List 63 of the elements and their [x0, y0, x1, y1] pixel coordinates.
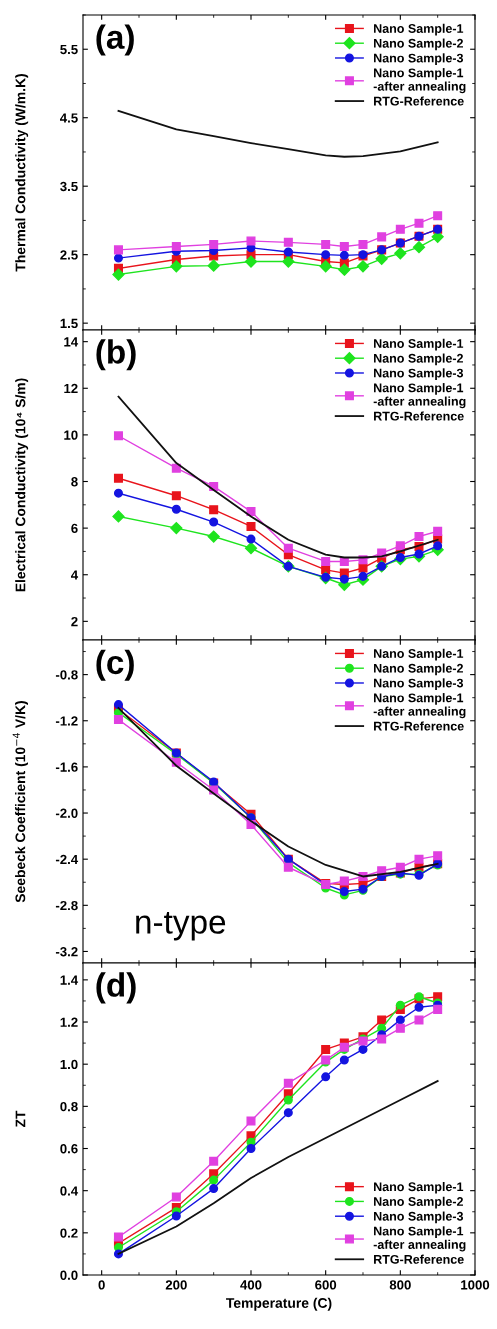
y-tick-label: 4.5: [60, 113, 78, 123]
legend-label: Nano Sample-2: [374, 663, 463, 676]
y-tick-label: 0.8: [60, 1101, 78, 1112]
legend-label: Nano Sample-3: [374, 678, 464, 690]
y-tick-label: 12: [64, 383, 78, 394]
legend-label: Nano Sample-1: [374, 648, 464, 661]
x-tick-label: 800: [389, 1280, 411, 1290]
y-tick-label: 4: [71, 570, 79, 580]
annotation: (a): [96, 24, 134, 56]
y-tick-label: 1.2: [60, 1017, 78, 1027]
annotation: (b): [96, 339, 136, 371]
y-tick-label: 3.5: [60, 181, 78, 192]
annotation: (c): [96, 649, 134, 681]
legend-label: RTG-Reference: [374, 411, 464, 421]
x-tick-label: 400: [240, 1280, 262, 1290]
y-tick-label: 0.4: [60, 1186, 79, 1196]
y-tick-label: 1.5: [60, 318, 78, 329]
y-tick-label: 0.2: [60, 1228, 78, 1238]
legend-label: Nano Sample-2: [374, 353, 463, 366]
y-tick-label: -2.8: [55, 900, 78, 911]
y-tick-label: 10: [64, 430, 78, 440]
x-tick-label: 200: [165, 1280, 187, 1290]
y-tick-label: 14: [64, 337, 79, 347]
y-axis-title: Seebeck Coefficient (10$^{−4}$ V/K): [12, 701, 28, 903]
legend-label: Nano Sample-3: [374, 53, 464, 65]
legend-label: Nano Sample-1 -after annealing: [373, 1226, 466, 1252]
legend-label: Nano Sample-3: [374, 1211, 464, 1224]
y-tick-label: -3.2: [55, 947, 78, 957]
legend-label: Nano Sample-2: [374, 38, 463, 51]
legend-label: RTG-Reference: [374, 1254, 464, 1264]
y-axis-title: Electrical Conductivity (10⁴ S/m): [15, 378, 29, 592]
legend-label: Nano Sample-1 -after annealing: [373, 68, 466, 94]
x-tick-label: 1000: [461, 1280, 490, 1290]
y-axis-title: Thermal Conductivity (W/m.K): [15, 74, 29, 272]
x-axis-title: Temperature (C): [226, 1297, 332, 1311]
y-tick-label: -0.8: [55, 670, 78, 680]
annotation: (d): [96, 972, 136, 1004]
y-tick-label: -1.2: [55, 716, 78, 726]
y-tick-label: 5.5: [60, 44, 78, 55]
annotation: n-type: [136, 911, 226, 941]
y-tick-label: -2.4: [55, 854, 79, 864]
legend-label: Nano Sample-1 -after annealing: [373, 693, 466, 719]
y-tick-label: -2.0: [55, 808, 78, 818]
y-tick-label: 1.4: [60, 975, 79, 985]
legend-label: Nano Sample-1 -after annealing: [373, 383, 466, 409]
y-tick-label: 0.0: [60, 1270, 78, 1280]
y-tick-label: 1.0: [60, 1059, 78, 1070]
legend-label: Nano Sample-1: [374, 23, 464, 36]
y-tick-label: 2.5: [60, 250, 78, 260]
y-tick-label: -1.6: [55, 762, 78, 772]
legend-label: Nano Sample-3: [374, 368, 464, 380]
x-tick-label: 600: [315, 1280, 337, 1290]
legend-label: Nano Sample-1: [374, 338, 464, 351]
legend-label: Nano Sample-1: [374, 1181, 464, 1194]
legend-label: Nano Sample-2: [374, 1196, 463, 1209]
y-tick-label: 0.6: [60, 1144, 78, 1154]
legend-label: RTG-Reference: [374, 721, 464, 731]
x-tick-label: 0: [98, 1280, 105, 1290]
legend-label: RTG-Reference: [374, 96, 464, 106]
y-tick-label: 8: [71, 477, 78, 487]
y-axis-title: ZT: [15, 1110, 26, 1128]
y-tick-label: 2: [71, 616, 78, 627]
y-tick-label: 6: [71, 523, 78, 534]
